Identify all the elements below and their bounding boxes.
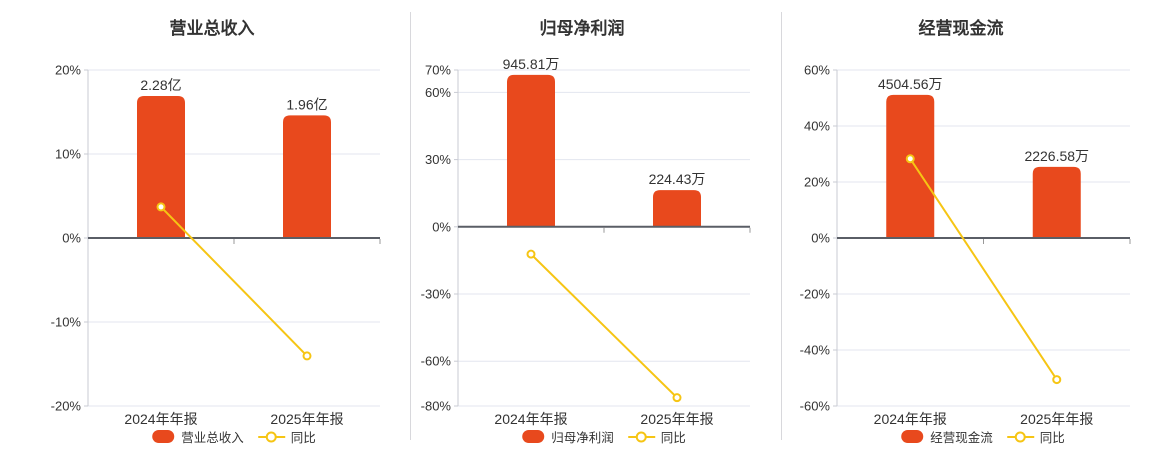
bar-value-label: 224.43万 [649,171,706,187]
x-axis-label: 2024年年报 [494,411,567,427]
y-axis-tick-label: 0% [62,231,81,246]
x-axis-label: 2025年年报 [270,411,343,427]
chart-panel-net-profit: 归母净利润 70% 60% 30% 0% -30% -60% -80% 945.81万 224.… [410,0,781,450]
y-axis-tick-label: 20% [55,63,81,78]
legend-line-label[interactable]: 同比 [660,431,686,445]
chart-title: 营业总收入 [169,19,255,38]
y-axis-tick-label: 20% [804,175,830,190]
legend-line-label[interactable]: 同比 [290,431,316,445]
y-axis-tick-label: -20% [51,399,82,414]
legend-line-marker-icon[interactable] [1006,429,1034,444]
y-axis-tick-label: 0% [432,219,451,234]
legend-line-marker-icon[interactable] [257,429,285,444]
y-axis-tick-label: 10% [55,147,81,162]
bar[interactable] [507,74,555,227]
yoy-marker[interactable] [1052,375,1062,385]
y-axis-tick-label: -40% [800,343,831,358]
y-axis-tick-label: 70% [425,63,451,78]
y-axis-tick-label: 40% [804,119,830,134]
y-axis-tick-label: -30% [421,287,452,302]
x-axis-label: 2025年年报 [1020,411,1093,427]
chart-title: 经营现金流 [918,19,1004,38]
x-axis-label: 2024年年报 [124,411,197,427]
yoy-marker[interactable] [156,202,166,212]
chart-plot: 20% 10% 0% -10% -20% 2.28亿 1.96亿 2024年年报 2025年年报 [51,63,381,427]
chart-panel-revenue: 营业总收入 20% 10% 0% -10% -20% 2.28亿 1.96亿 2024年年报 2… [0,0,410,450]
chart-title: 归母净利润 [539,19,625,38]
y-axis-tick-label: 60% [425,85,451,100]
chart-plot: 60% 40% 20% 0% -20% -40% -60% 4504.56万 2226.58万 2… [800,63,1131,427]
bar-value-label: 4504.56万 [878,76,943,92]
legend-bar-swatch[interactable] [901,430,924,443]
y-axis-tick-label: -60% [421,354,452,369]
bar-value-label: 2226.58万 [1024,148,1089,164]
legend-bar-label[interactable]: 经营现金流 [930,431,993,445]
y-axis-tick-label: -10% [51,315,82,330]
panel-divider [410,12,411,440]
x-axis-label: 2025年年报 [640,411,713,427]
bar[interactable] [1032,166,1081,238]
legend-bar-swatch[interactable] [522,430,545,443]
yoy-line [909,158,1058,381]
chart-legend: 经营现金流 同比 [901,427,1065,446]
yoy-line [160,206,308,357]
yoy-marker[interactable] [526,249,536,259]
yoy-line [530,253,678,399]
bar-value-label: 945.81万 [503,56,560,72]
bar[interactable] [653,190,701,227]
panel-divider [781,12,782,440]
y-axis-tick-label: 0% [811,231,830,246]
y-axis-tick-label: 60% [804,63,830,78]
y-axis-tick-label: -80% [421,399,452,414]
legend-bar-label[interactable]: 营业总收入 [181,431,244,445]
y-axis-tick-label: -60% [800,399,831,414]
x-axis-label: 2024年年报 [874,411,947,427]
yoy-marker[interactable] [905,154,915,164]
yoy-marker[interactable] [672,393,682,403]
chart-legend: 营业总收入 同比 [152,427,316,446]
chart-panel-cash-flow: 经营现金流 60% 40% 20% 0% -20% -40% -60% 4504.56万 222… [781,0,1160,450]
bar[interactable] [137,96,185,238]
legend-line-marker-icon[interactable] [627,429,655,444]
bar-value-label: 2.28亿 [140,77,181,93]
chart-legend: 归母净利润 同比 [522,427,686,446]
legend-bar-label[interactable]: 归母净利润 [551,431,614,445]
legend-line-label[interactable]: 同比 [1039,431,1065,445]
bar[interactable] [886,94,935,238]
chart-plot: 70% 60% 30% 0% -30% -60% -80% 945.81万 224.43万 202… [421,56,751,427]
y-axis-tick-label: 30% [425,152,451,167]
legend-bar-swatch[interactable] [152,430,175,443]
bar-value-label: 1.96亿 [286,96,327,112]
y-axis-tick-label: -20% [800,287,831,302]
bar[interactable] [283,115,331,238]
yoy-marker[interactable] [302,351,312,361]
